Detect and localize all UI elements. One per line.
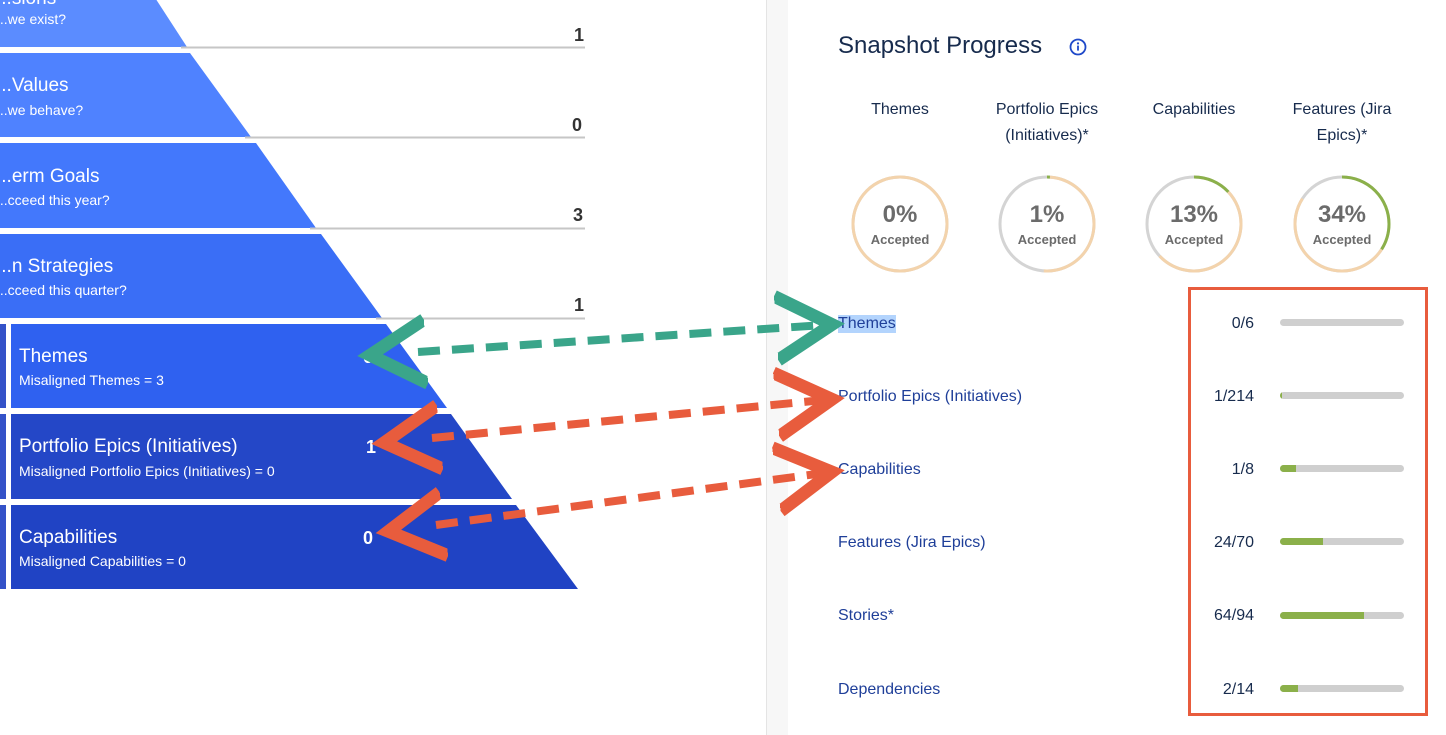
row-count-themes: 0/6 xyxy=(1231,315,1254,332)
tier-title-strategies: ...n Strategies xyxy=(0,256,114,277)
row-progress-bar-features xyxy=(1280,538,1404,545)
tier-title-values: ...Values xyxy=(0,75,69,96)
ring-label-portfolio-epics: Accepted xyxy=(1017,232,1077,247)
ring-label-themes: Accepted xyxy=(870,232,930,247)
tier-count-strategies: 1 xyxy=(574,295,585,315)
row-progress-bar-capabilities xyxy=(1280,465,1404,472)
tier-count-capabilities: 0 xyxy=(363,528,374,548)
pyramid-tier-values xyxy=(0,53,251,137)
tier-count-themes: 6 xyxy=(363,347,374,367)
ring-percent-portfolio-epics: 1% xyxy=(1029,201,1065,228)
row-link-capabilities[interactable]: Capabilities xyxy=(838,461,921,478)
row-progress-bar-portfolio-epics xyxy=(1280,392,1404,399)
column-head-portfolio-epics: Portfolio Epics (Initiatives)* xyxy=(995,101,1099,144)
row-link-dependencies[interactable]: Dependencies xyxy=(838,681,941,698)
column-head-features: Features (Jira Epics)* xyxy=(1292,101,1392,144)
ring-remaining-arc xyxy=(998,175,1096,273)
progress-ring-portfolio-epics xyxy=(998,175,1096,273)
row-progress-fill xyxy=(1280,612,1365,619)
tier-side-stripe xyxy=(0,324,6,408)
tier-title-goals: ...erm Goals xyxy=(0,166,100,187)
ring-progress-arc xyxy=(1293,175,1391,273)
row-link-themes[interactable]: Themes xyxy=(838,315,896,333)
ring-remaining-arc xyxy=(851,175,949,273)
progress-ring-capabilities xyxy=(1145,175,1243,273)
tier-count-values: 0 xyxy=(572,115,583,135)
ring-percent-themes: 0% xyxy=(882,201,918,228)
tier-subtitle-goals: ...cceed this year? xyxy=(0,192,110,208)
row-progress-fill xyxy=(1280,392,1282,399)
tier-subtitle-capabilities: Misaligned Capabilities = 0 xyxy=(19,553,186,569)
tier-count-missions: 1 xyxy=(574,25,585,45)
ring-percent-features: 34% xyxy=(1317,201,1367,228)
tier-side-stripe xyxy=(0,414,6,499)
pyramid-tier-goals xyxy=(0,143,316,228)
row-link-features[interactable]: Features (Jira Epics) xyxy=(838,534,986,551)
pyramid-graphic xyxy=(0,0,585,589)
row-progress-bar-themes xyxy=(1280,319,1404,326)
row-count-dependencies: 2/14 xyxy=(1222,681,1254,698)
panel-divider xyxy=(766,0,788,735)
progress-ring-themes xyxy=(851,175,949,273)
tier-title-portfolio-epics[interactable]: Portfolio Epics (Initiatives) xyxy=(19,436,238,457)
row-progress-bar-stories xyxy=(1280,612,1404,619)
progress-ring-features xyxy=(1293,175,1391,273)
row-progress-fill xyxy=(1280,685,1298,692)
tier-subtitle-portfolio-epics: Misaligned Portfolio Epics (Initiatives)… xyxy=(19,463,275,479)
ring-label-features: Accepted xyxy=(1312,232,1372,247)
tier-side-stripe xyxy=(0,505,6,589)
row-count-stories: 64/94 xyxy=(1213,607,1254,624)
column-head-capabilities: Capabilities xyxy=(1152,101,1236,118)
pyramid-tier-missions xyxy=(0,0,187,47)
tier-subtitle-strategies: ...cceed this quarter? xyxy=(0,282,127,298)
column-head-themes: Themes xyxy=(871,101,929,118)
row-progress-fill xyxy=(1280,538,1323,545)
pyramid-tier-strategies xyxy=(0,234,382,318)
tier-subtitle-missions: ...we exist? xyxy=(0,11,67,27)
ring-progress-arc xyxy=(998,175,1096,273)
tier-subtitle-themes: Misaligned Themes = 3 xyxy=(19,372,164,388)
tier-count-goals: 3 xyxy=(573,205,584,225)
row-link-portfolio-epics[interactable]: Portfolio Epics (Initiatives) xyxy=(838,388,1023,405)
row-link-stories[interactable]: Stories* xyxy=(838,607,895,624)
snapshot-progress-panel: Snapshot Progress Themes Portfolio Epics… xyxy=(788,0,1446,735)
ring-percent-capabilities: 13% xyxy=(1169,201,1219,228)
tier-title-themes[interactable]: Themes xyxy=(19,346,88,367)
alignment-pyramid-panel: ...sions ...we exist? 1 ...Values ...we … xyxy=(0,0,585,589)
ring-progress-arc xyxy=(1145,175,1243,273)
tier-subtitle-values: ...we behave? xyxy=(0,102,84,118)
snapshot-title: Snapshot Progress xyxy=(838,32,1043,59)
annotation-highlight-box xyxy=(1188,287,1428,716)
pyramid-tier-themes xyxy=(11,324,447,408)
row-count-features: 24/70 xyxy=(1213,534,1254,551)
tier-title-missions: ...sions xyxy=(0,0,56,10)
row-progress-bar-dependencies xyxy=(1280,685,1404,692)
tier-title-capabilities[interactable]: Capabilities xyxy=(19,527,118,548)
row-count-capabilities: 1/8 xyxy=(1231,461,1254,478)
tier-count-portfolio-epics: 1 xyxy=(366,437,377,457)
row-count-portfolio-epics: 1/214 xyxy=(1213,388,1254,405)
row-progress-fill xyxy=(1280,465,1296,472)
info-circle-icon[interactable] xyxy=(1069,38,1087,56)
ring-label-capabilities: Accepted xyxy=(1164,232,1224,247)
